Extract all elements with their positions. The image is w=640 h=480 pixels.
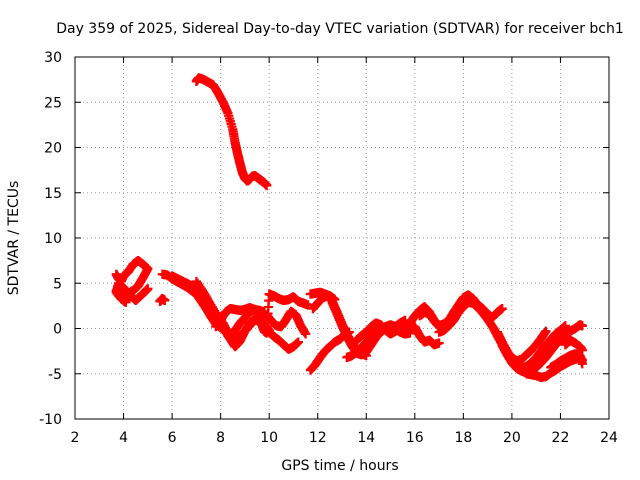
data-point — [434, 338, 444, 348]
data-point — [303, 300, 313, 310]
data-point — [497, 303, 507, 314]
x-tick-label: 22 — [552, 430, 570, 446]
x-tick-label: 12 — [309, 430, 327, 446]
series-arc-26 — [560, 335, 587, 355]
series-arc-25 — [546, 349, 587, 373]
y-tick-label: 5 — [53, 276, 62, 292]
data-marks — [111, 73, 587, 382]
x-tick-label: 16 — [406, 430, 424, 446]
series-arc-4 — [155, 294, 170, 306]
y-tick-label: 10 — [44, 231, 62, 247]
data-point — [262, 180, 272, 191]
y-tick-label: 30 — [44, 50, 62, 66]
series-arc-17 — [351, 318, 420, 345]
data-point — [293, 337, 303, 347]
data-point — [160, 295, 170, 306]
y-tick-label: 0 — [53, 322, 62, 338]
series-arc-3 — [111, 284, 153, 306]
x-tick-label: 24 — [600, 430, 618, 446]
series-arc-8 — [211, 303, 265, 332]
series-arc-1 — [191, 73, 272, 191]
x-tick-label: 14 — [357, 430, 375, 446]
x-axis-label: GPS time / hours — [281, 458, 398, 474]
y-tick-label: 15 — [44, 186, 62, 202]
x-tick-label: 10 — [260, 430, 278, 446]
data-point — [577, 359, 587, 369]
y-tick-label: -5 — [48, 367, 62, 383]
data-point — [560, 321, 570, 331]
x-tick-label: 18 — [454, 430, 472, 446]
chart-title: Day 359 of 2025, Sidereal Day-to-day VTE… — [56, 21, 624, 37]
y-axis-label: SDTVAR / TECUs — [6, 181, 22, 296]
x-tick-label: 20 — [503, 430, 521, 446]
data-point — [577, 345, 587, 355]
x-tick-label: 8 — [216, 430, 225, 446]
series-arc-19 — [410, 322, 444, 350]
series-arc-10 — [262, 306, 311, 339]
data-point — [541, 326, 551, 336]
data-point — [577, 321, 587, 331]
y-tick-label: 20 — [44, 141, 62, 157]
x-tick-label: 4 — [119, 430, 128, 446]
x-tick-label: 6 — [168, 430, 177, 446]
data-point — [143, 284, 153, 294]
x-tick-label: 2 — [71, 430, 80, 446]
grid — [75, 57, 609, 419]
series-arc-11 — [259, 321, 303, 354]
series-arc-2 — [111, 256, 153, 307]
data-point — [300, 329, 311, 339]
y-tick-label: -10 — [39, 412, 62, 428]
y-tick-label: 25 — [44, 95, 62, 111]
